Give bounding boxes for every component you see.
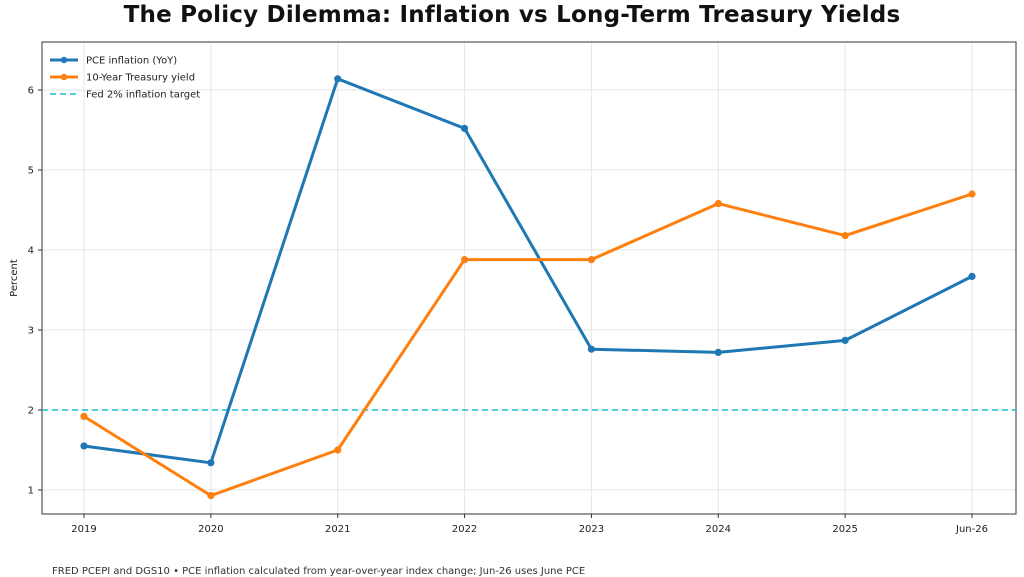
series-1-point [207,492,215,500]
grid [42,42,1016,514]
legend-label-0: PCE inflation (YoY) [86,56,177,67]
series [42,75,1016,500]
series-line-0 [82,77,974,465]
x-tick-label: 2023 [579,524,604,535]
series-1-point [968,190,976,198]
y-tick-label: 1 [28,486,34,497]
series-0-point [207,459,215,467]
legend: PCE inflation (YoY) 10-Year Treasury yiel… [50,56,200,101]
series-0-point [968,272,976,280]
series-0-point [80,442,88,450]
legend-label-1: 10-Year Treasury yield [86,73,195,84]
series-0-point [587,345,596,353]
legend-marker-1 [60,73,68,81]
x-tick-label: 2022 [452,524,477,535]
x-tick-label: 2024 [706,524,731,535]
plot-frame [41,41,1017,515]
axes: 1 2 3 4 5 6 2019 2020 2021 2022 2023 2024 2025 Jun-26… [9,86,988,536]
series-1-point [460,256,469,264]
y-tick-label: 6 [28,86,34,97]
y-tick-label: 2 [28,406,34,417]
series-1-point [841,232,849,240]
x-tick-label: Jun-26 [955,524,988,535]
chart-title: The Policy Dilemma: Inflation vs Long-Te… [123,2,901,28]
series-0-point [714,348,722,356]
series-line-1 [82,192,974,498]
legend-marker-0 [60,56,68,64]
series-1-point [587,256,596,264]
series-1-point [80,412,88,420]
series-1-point [334,446,342,454]
series-0-point [334,75,342,83]
y-axis-label: Percent [9,259,20,297]
y-tick-label: 3 [28,326,34,337]
x-tick-label: 2019 [71,524,96,535]
legend-label-target: Fed 2% inflation target [86,90,200,101]
x-tick-label: 2020 [198,524,223,535]
y-tick-label: 5 [28,166,34,177]
series-1-point [714,200,722,208]
x-tick-label: 2025 [832,524,857,535]
y-tick-label: 4 [28,246,34,257]
series-0-point [841,336,849,344]
x-tick-label: 2021 [325,524,350,535]
series-0-point [460,124,469,132]
footnote: FRED PCEPI and DGS10 • PCE inflation cal… [52,566,586,577]
